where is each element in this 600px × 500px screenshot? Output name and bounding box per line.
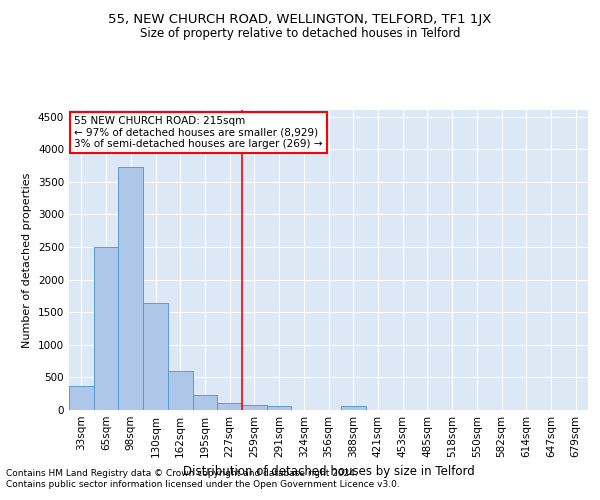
Bar xyxy=(143,303,168,410)
Bar xyxy=(69,386,94,410)
Bar xyxy=(94,247,118,410)
Bar xyxy=(242,405,267,410)
Text: 55, NEW CHURCH ROAD, WELLINGTON, TELFORD, TF1 1JX: 55, NEW CHURCH ROAD, WELLINGTON, TELFORD… xyxy=(109,12,491,26)
X-axis label: Distribution of detached houses by size in Telford: Distribution of detached houses by size … xyxy=(182,466,475,478)
Text: Contains HM Land Registry data © Crown copyright and database right 2024.: Contains HM Land Registry data © Crown c… xyxy=(6,468,358,477)
Bar xyxy=(193,395,217,410)
Y-axis label: Number of detached properties: Number of detached properties xyxy=(22,172,32,348)
Bar xyxy=(217,403,242,410)
Text: Contains public sector information licensed under the Open Government Licence v3: Contains public sector information licen… xyxy=(6,480,400,489)
Bar xyxy=(168,371,193,410)
Bar xyxy=(267,406,292,410)
Text: 55 NEW CHURCH ROAD: 215sqm
← 97% of detached houses are smaller (8,929)
3% of se: 55 NEW CHURCH ROAD: 215sqm ← 97% of deta… xyxy=(74,116,323,149)
Bar xyxy=(118,168,143,410)
Text: Size of property relative to detached houses in Telford: Size of property relative to detached ho… xyxy=(140,28,460,40)
Bar xyxy=(341,406,365,410)
